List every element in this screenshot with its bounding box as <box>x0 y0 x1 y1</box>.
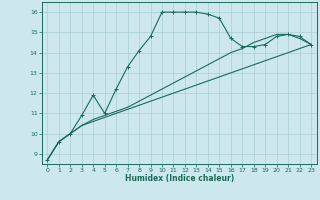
X-axis label: Humidex (Indice chaleur): Humidex (Indice chaleur) <box>124 174 234 183</box>
